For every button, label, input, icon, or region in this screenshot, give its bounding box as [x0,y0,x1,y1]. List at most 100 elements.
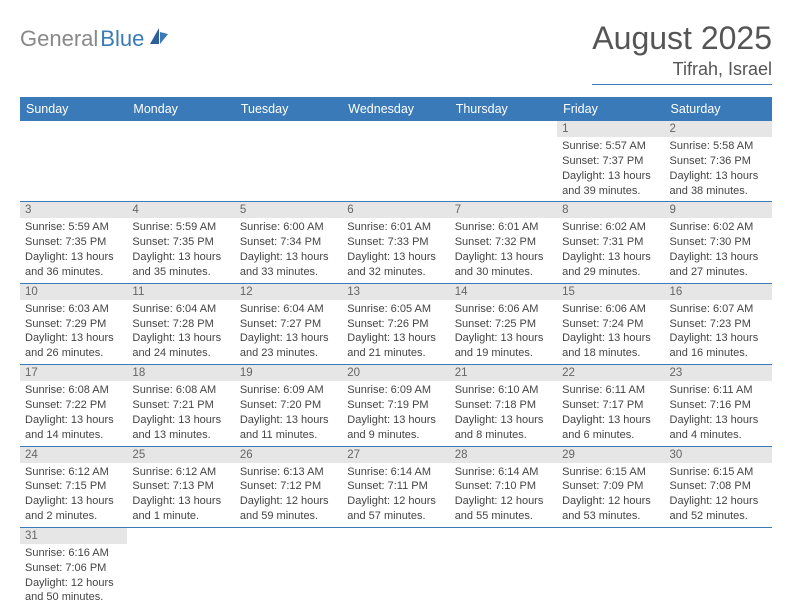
sunrise-line: Sunrise: 6:08 AM [132,383,229,398]
calendar-cell: 10Sunrise: 6:03 AMSunset: 7:29 PMDayligh… [20,283,127,364]
sunrise-line: Sunrise: 6:07 AM [670,302,767,317]
day-details: Sunrise: 6:15 AMSunset: 7:08 PMDaylight:… [665,463,772,527]
daylight-line: Daylight: 13 hours and 30 minutes. [455,250,552,280]
daylight-line: Daylight: 13 hours and 6 minutes. [562,413,659,443]
calendar-cell: 30Sunrise: 6:15 AMSunset: 7:08 PMDayligh… [665,446,772,527]
calendar-cell: 2Sunrise: 5:58 AMSunset: 7:36 PMDaylight… [665,121,772,202]
calendar-cell [127,121,234,202]
sunset-line: Sunset: 7:32 PM [455,235,552,250]
day-number: 17 [20,365,127,381]
calendar-cell: 14Sunrise: 6:06 AMSunset: 7:25 PMDayligh… [450,283,557,364]
calendar-cell: 21Sunrise: 6:10 AMSunset: 7:18 PMDayligh… [450,365,557,446]
day-details: Sunrise: 6:06 AMSunset: 7:24 PMDaylight:… [557,300,664,364]
day-details: Sunrise: 6:14 AMSunset: 7:10 PMDaylight:… [450,463,557,527]
day-number: 6 [342,202,449,218]
sunset-line: Sunset: 7:20 PM [240,398,337,413]
calendar-table: Sunday Monday Tuesday Wednesday Thursday… [20,97,772,608]
sunset-line: Sunset: 7:36 PM [670,154,767,169]
sunrise-line: Sunrise: 5:59 AM [25,220,122,235]
day-details: Sunrise: 5:59 AMSunset: 7:35 PMDaylight:… [127,218,234,282]
calendar-row: 1Sunrise: 5:57 AMSunset: 7:37 PMDaylight… [20,121,772,202]
day-details: Sunrise: 6:03 AMSunset: 7:29 PMDaylight:… [20,300,127,364]
weekday-header-row: Sunday Monday Tuesday Wednesday Thursday… [20,97,772,121]
day-details: Sunrise: 5:58 AMSunset: 7:36 PMDaylight:… [665,137,772,201]
day-details: Sunrise: 6:02 AMSunset: 7:31 PMDaylight:… [557,218,664,282]
day-details: Sunrise: 6:16 AMSunset: 7:06 PMDaylight:… [20,544,127,608]
daylight-line: Daylight: 13 hours and 33 minutes. [240,250,337,280]
day-number: 7 [450,202,557,218]
day-details: Sunrise: 6:02 AMSunset: 7:30 PMDaylight:… [665,218,772,282]
daylight-line: Daylight: 12 hours and 59 minutes. [240,494,337,524]
calendar-cell [127,527,234,608]
sunset-line: Sunset: 7:26 PM [347,317,444,332]
day-number: 2 [665,121,772,137]
calendar-body: 1Sunrise: 5:57 AMSunset: 7:37 PMDaylight… [20,121,772,608]
daylight-line: Daylight: 13 hours and 2 minutes. [25,494,122,524]
calendar-row: 17Sunrise: 6:08 AMSunset: 7:22 PMDayligh… [20,365,772,446]
calendar-row: 24Sunrise: 6:12 AMSunset: 7:15 PMDayligh… [20,446,772,527]
sunset-line: Sunset: 7:23 PM [670,317,767,332]
day-number: 21 [450,365,557,381]
calendar-cell: 8Sunrise: 6:02 AMSunset: 7:31 PMDaylight… [557,202,664,283]
calendar-cell: 13Sunrise: 6:05 AMSunset: 7:26 PMDayligh… [342,283,449,364]
daylight-line: Daylight: 13 hours and 9 minutes. [347,413,444,443]
daylight-line: Daylight: 13 hours and 19 minutes. [455,331,552,361]
day-details: Sunrise: 6:05 AMSunset: 7:26 PMDaylight:… [342,300,449,364]
weekday-header: Thursday [450,97,557,121]
daylight-line: Daylight: 12 hours and 57 minutes. [347,494,444,524]
sunset-line: Sunset: 7:37 PM [562,154,659,169]
daylight-line: Daylight: 13 hours and 39 minutes. [562,169,659,199]
sunrise-line: Sunrise: 6:12 AM [25,465,122,480]
sunset-line: Sunset: 7:15 PM [25,479,122,494]
daylight-line: Daylight: 13 hours and 32 minutes. [347,250,444,280]
sunrise-line: Sunrise: 6:09 AM [347,383,444,398]
daylight-line: Daylight: 13 hours and 18 minutes. [562,331,659,361]
day-details: Sunrise: 6:14 AMSunset: 7:11 PMDaylight:… [342,463,449,527]
sunset-line: Sunset: 7:28 PM [132,317,229,332]
sunset-line: Sunset: 7:30 PM [670,235,767,250]
day-number: 4 [127,202,234,218]
day-number: 23 [665,365,772,381]
sunset-line: Sunset: 7:29 PM [25,317,122,332]
weekday-header: Saturday [665,97,772,121]
sunrise-line: Sunrise: 6:12 AM [132,465,229,480]
sunrise-line: Sunrise: 6:01 AM [347,220,444,235]
daylight-line: Daylight: 13 hours and 29 minutes. [562,250,659,280]
day-number: 11 [127,284,234,300]
daylight-line: Daylight: 12 hours and 52 minutes. [670,494,767,524]
weekday-header: Tuesday [235,97,342,121]
day-details: Sunrise: 6:04 AMSunset: 7:28 PMDaylight:… [127,300,234,364]
day-details: Sunrise: 6:08 AMSunset: 7:22 PMDaylight:… [20,381,127,445]
day-details: Sunrise: 6:07 AMSunset: 7:23 PMDaylight:… [665,300,772,364]
sunrise-line: Sunrise: 6:11 AM [562,383,659,398]
day-number: 30 [665,447,772,463]
sunset-line: Sunset: 7:25 PM [455,317,552,332]
weekday-header: Monday [127,97,234,121]
calendar-cell: 5Sunrise: 6:00 AMSunset: 7:34 PMDaylight… [235,202,342,283]
sunrise-line: Sunrise: 5:59 AM [132,220,229,235]
sunset-line: Sunset: 7:33 PM [347,235,444,250]
calendar-cell: 20Sunrise: 6:09 AMSunset: 7:19 PMDayligh… [342,365,449,446]
sunset-line: Sunset: 7:17 PM [562,398,659,413]
sunrise-line: Sunrise: 6:15 AM [670,465,767,480]
sunrise-line: Sunrise: 6:02 AM [562,220,659,235]
day-number: 22 [557,365,664,381]
daylight-line: Daylight: 12 hours and 53 minutes. [562,494,659,524]
day-details: Sunrise: 6:10 AMSunset: 7:18 PMDaylight:… [450,381,557,445]
day-number: 25 [127,447,234,463]
day-number: 5 [235,202,342,218]
daylight-line: Daylight: 13 hours and 38 minutes. [670,169,767,199]
day-details: Sunrise: 6:09 AMSunset: 7:19 PMDaylight:… [342,381,449,445]
daylight-line: Daylight: 13 hours and 14 minutes. [25,413,122,443]
sunrise-line: Sunrise: 6:14 AM [455,465,552,480]
sunset-line: Sunset: 7:24 PM [562,317,659,332]
day-number: 14 [450,284,557,300]
sunset-line: Sunset: 7:10 PM [455,479,552,494]
day-number: 19 [235,365,342,381]
day-number: 26 [235,447,342,463]
day-number: 16 [665,284,772,300]
sunset-line: Sunset: 7:35 PM [132,235,229,250]
logo-text-blue: Blue [100,26,144,52]
sunrise-line: Sunrise: 6:13 AM [240,465,337,480]
sunrise-line: Sunrise: 6:00 AM [240,220,337,235]
